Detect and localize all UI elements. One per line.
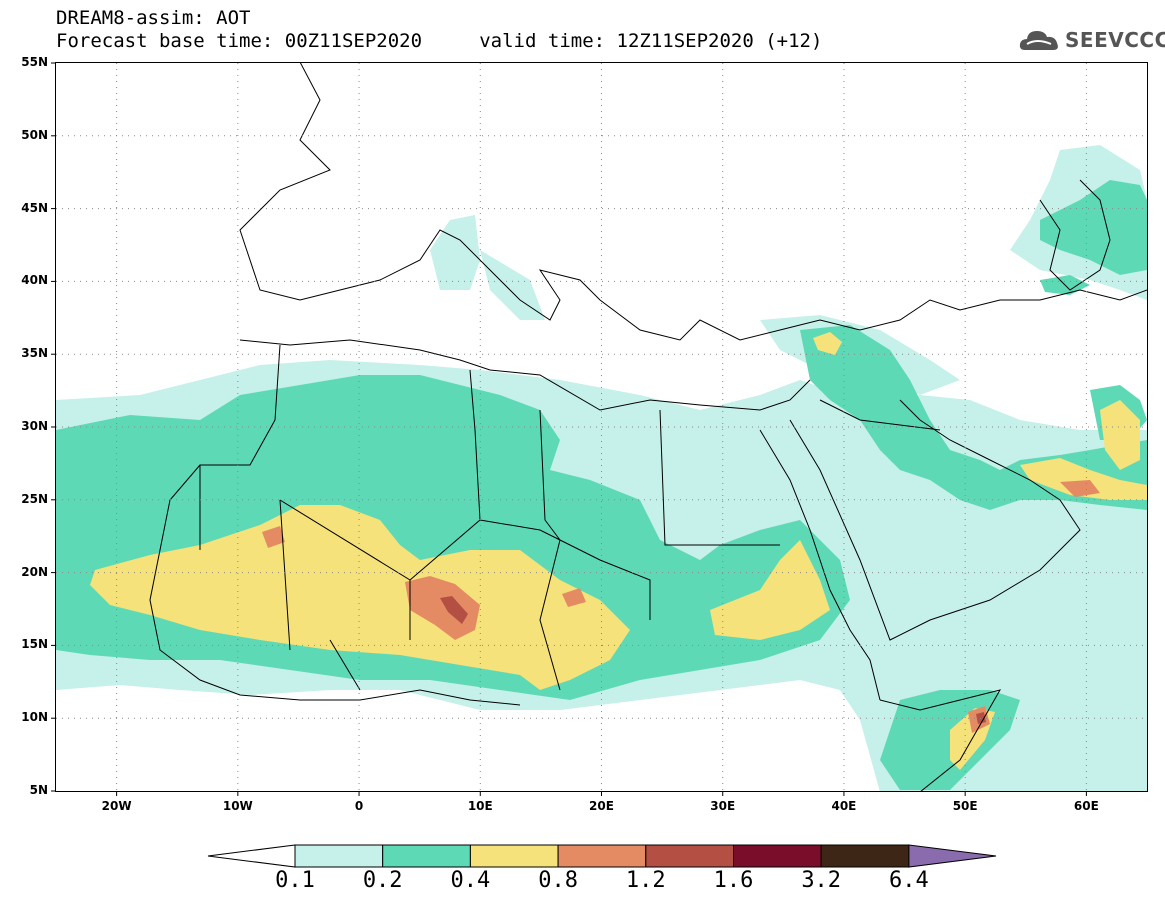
coastline-west-africa: [149, 464, 521, 706]
forecast-time-line: Forecast base time: 00Z11SEP2020 valid t…: [56, 30, 823, 52]
aot-field-high: [90, 505, 630, 690]
lat-label: 35N: [21, 346, 48, 361]
lat-label: 5N: [29, 783, 48, 797]
lon-label: 10W: [222, 799, 253, 813]
aot-field-veryhigh: [262, 526, 285, 548]
aot-field-high: [813, 332, 842, 355]
lon-label: 40E: [831, 799, 857, 813]
colorbar-label: 0.1: [275, 868, 315, 893]
coastline-horn: [879, 689, 1002, 791]
colorbar-label: 1.2: [625, 868, 666, 893]
lat-label: 50N: [21, 127, 48, 142]
aot-field-veryhigh: [405, 576, 480, 640]
aot-field-low: [480, 250, 545, 320]
colorbar-label: 3.2: [801, 868, 842, 893]
border-lines: [199, 344, 941, 691]
aot-field-low: [430, 215, 480, 290]
map-ticks: [51, 62, 1087, 796]
coastline-europe: [239, 63, 1147, 341]
seevccc-logo: SEEVCCC: [1017, 24, 1165, 58]
colorbar-label: 1.6: [713, 868, 754, 893]
aot-field-high: [710, 540, 830, 640]
lon-label: 0: [354, 799, 364, 813]
colorbar-label: 6.4: [889, 868, 929, 893]
lat-label: 20N: [21, 564, 48, 579]
aot-field-veryhigh: [1060, 480, 1100, 497]
colorbar-label: 0.2: [362, 868, 403, 893]
lon-label: 30E: [710, 799, 736, 813]
coastline-caspian: [1039, 179, 1111, 291]
lat-label: 25N: [21, 491, 48, 506]
lat-label: 45N: [21, 200, 48, 215]
aot-field-high: [1020, 458, 1147, 500]
lon-label: 20E: [589, 799, 614, 813]
coastline-arabia: [789, 399, 1081, 641]
lon-label: 10E: [467, 799, 493, 813]
map-gridlines: [56, 63, 1147, 791]
coastline-north-africa: [239, 339, 811, 411]
aot-field-extreme: [440, 596, 468, 624]
coastline-red-sea: [759, 429, 881, 701]
aot-field-veryhigh: [562, 588, 586, 607]
lat-label: 10N: [21, 710, 48, 725]
aot-field-high: [1100, 400, 1140, 470]
lat-label: 15N: [21, 637, 48, 652]
lat-label: 55N: [21, 55, 48, 69]
colorbar-label: 0.4: [450, 868, 491, 893]
map-title: DREAM8-assim: AOT: [56, 7, 251, 29]
lon-label: 20W: [101, 799, 132, 813]
aot-field-mid: [1040, 180, 1147, 275]
lon-label: 50E: [952, 799, 978, 813]
lat-label: 30N: [21, 419, 48, 433]
colorbar-label: 0.8: [538, 868, 578, 893]
lat-label: 40N: [21, 273, 48, 288]
logo-text: SEEVCCC: [1065, 28, 1165, 52]
cloud-logo-icon: [1019, 31, 1058, 50]
lon-label: 60E: [1073, 799, 1099, 813]
